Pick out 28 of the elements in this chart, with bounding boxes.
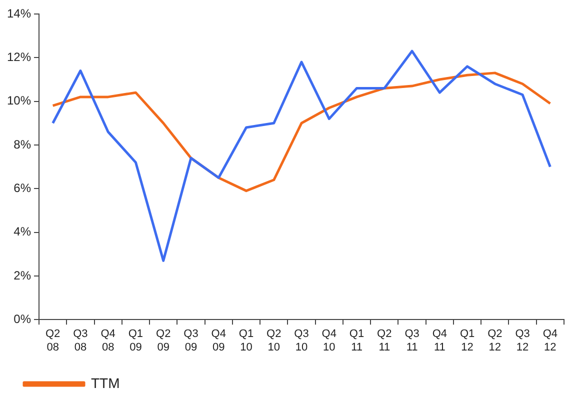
- x-tick-label: Q4 11: [432, 328, 448, 354]
- x-tick-label: Q2 10: [266, 328, 282, 354]
- x-tick-label: Q2 11: [377, 328, 392, 354]
- x-tick-label: Q3 11: [404, 328, 420, 354]
- y-tick-label: 14%: [6, 6, 32, 20]
- y-tick-label: 10%: [6, 94, 32, 108]
- y-tick-label: 6%: [14, 180, 32, 195]
- y-tick-label: 0%: [14, 312, 32, 326]
- y-tick-label: 4%: [14, 224, 32, 239]
- x-tick-label: Q1 09: [128, 328, 144, 354]
- x-tick-label: Q4 09: [211, 328, 226, 354]
- x-tick-label: Q1 11: [349, 328, 364, 354]
- x-tick-label: Q3 12: [515, 328, 530, 354]
- x-tick-label: Q2 08: [45, 328, 60, 354]
- y-tick-label: 2%: [14, 268, 32, 282]
- y-tick-label: 12%: [6, 50, 32, 64]
- x-tick-label: Q4 10: [322, 328, 336, 354]
- legend-label: TTM: [91, 374, 120, 391]
- x-tick-label: Q2 12: [488, 328, 502, 354]
- x-tick-label: Q3 10: [294, 328, 309, 354]
- x-tick-label: Q3 08: [73, 328, 88, 354]
- x-tick-label: Q3 09: [184, 328, 198, 354]
- y-tick-label: 8%: [14, 137, 32, 152]
- x-tick-label: Q1 10: [238, 328, 254, 354]
- x-tick-label: Q1 12: [460, 328, 475, 354]
- x-tick-label: Q4 12: [542, 328, 558, 354]
- x-tick-label: Q4 08: [100, 328, 116, 354]
- x-tick-label: Q2 09: [156, 328, 171, 354]
